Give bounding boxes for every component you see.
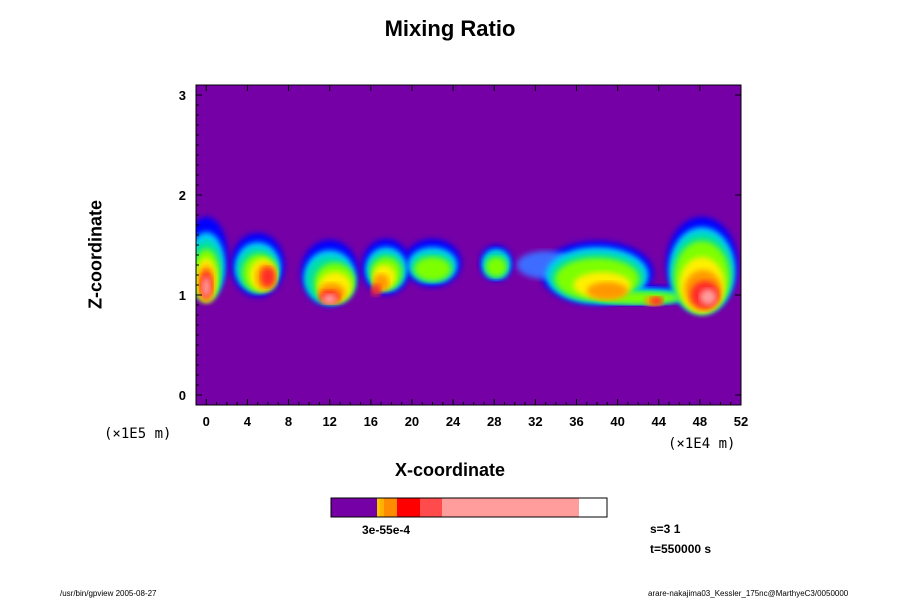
colorbar (330, 497, 608, 518)
colorbar-segment (442, 498, 579, 517)
chart-title: Mixing Ratio (384, 16, 516, 41)
step-label: s=3 1 (650, 522, 681, 536)
cloud-region (699, 289, 717, 305)
colorbar-segment (420, 498, 442, 517)
footer-right: arare-nakajima03_Kessler_175nc@MarthyeC3… (648, 589, 849, 598)
x-tick-label: 40 (610, 414, 624, 429)
x-tick-label: 16 (364, 414, 378, 429)
info-annotation: s=3 1 t=550000 s (650, 519, 711, 559)
x-tick-label: 0 (203, 414, 210, 429)
y-axis-label: Z-coordinate (85, 200, 106, 310)
x-tick-label: 24 (446, 414, 461, 429)
x-tick-label: 52 (734, 414, 748, 429)
y-tick-label: 1 (179, 288, 186, 303)
footer-left: /usr/bin/gpview 2005-08-27 (60, 589, 157, 598)
x-tick-label: 44 (652, 414, 667, 429)
y-tick-label: 0 (179, 388, 186, 403)
cloud-region (322, 294, 337, 304)
y-axis-unit: (×1E5 m) (104, 426, 172, 442)
x-tick-label: 36 (569, 414, 583, 429)
cloud-region (414, 257, 452, 281)
colorbar-segment (377, 498, 380, 517)
x-tick-label: 8 (285, 414, 292, 429)
x-tick-label: 32 (528, 414, 542, 429)
y-tick-label: 3 (179, 88, 186, 103)
colorbar-segment (384, 498, 397, 517)
cloud-region (485, 257, 507, 277)
x-axis-label: X-coordinate (394, 460, 505, 480)
cloud-region (260, 267, 276, 287)
colorbar-frame (330, 497, 608, 518)
cloud-field (196, 217, 738, 313)
colorbar-segment (380, 498, 384, 517)
cloud-region (586, 282, 628, 300)
colorbar-segment (331, 498, 377, 517)
x-tick-label: 12 (322, 414, 336, 429)
x-tick-label: 28 (487, 414, 501, 429)
x-tick-label: 48 (693, 414, 707, 429)
x-tick-label: 20 (405, 414, 419, 429)
plot-background (196, 85, 741, 405)
cloud-region (650, 297, 663, 305)
time-label: t=550000 s (650, 542, 712, 556)
y-tick-label: 2 (179, 188, 186, 203)
cloud-region (370, 284, 382, 296)
cloud-region (202, 277, 211, 297)
x-axis-unit: (×1E4 m) (668, 436, 736, 452)
colorbar-segment (397, 498, 420, 517)
colorbar-labels: 3e-55e-4 (362, 523, 411, 537)
x-tick-label: 4 (244, 414, 252, 429)
